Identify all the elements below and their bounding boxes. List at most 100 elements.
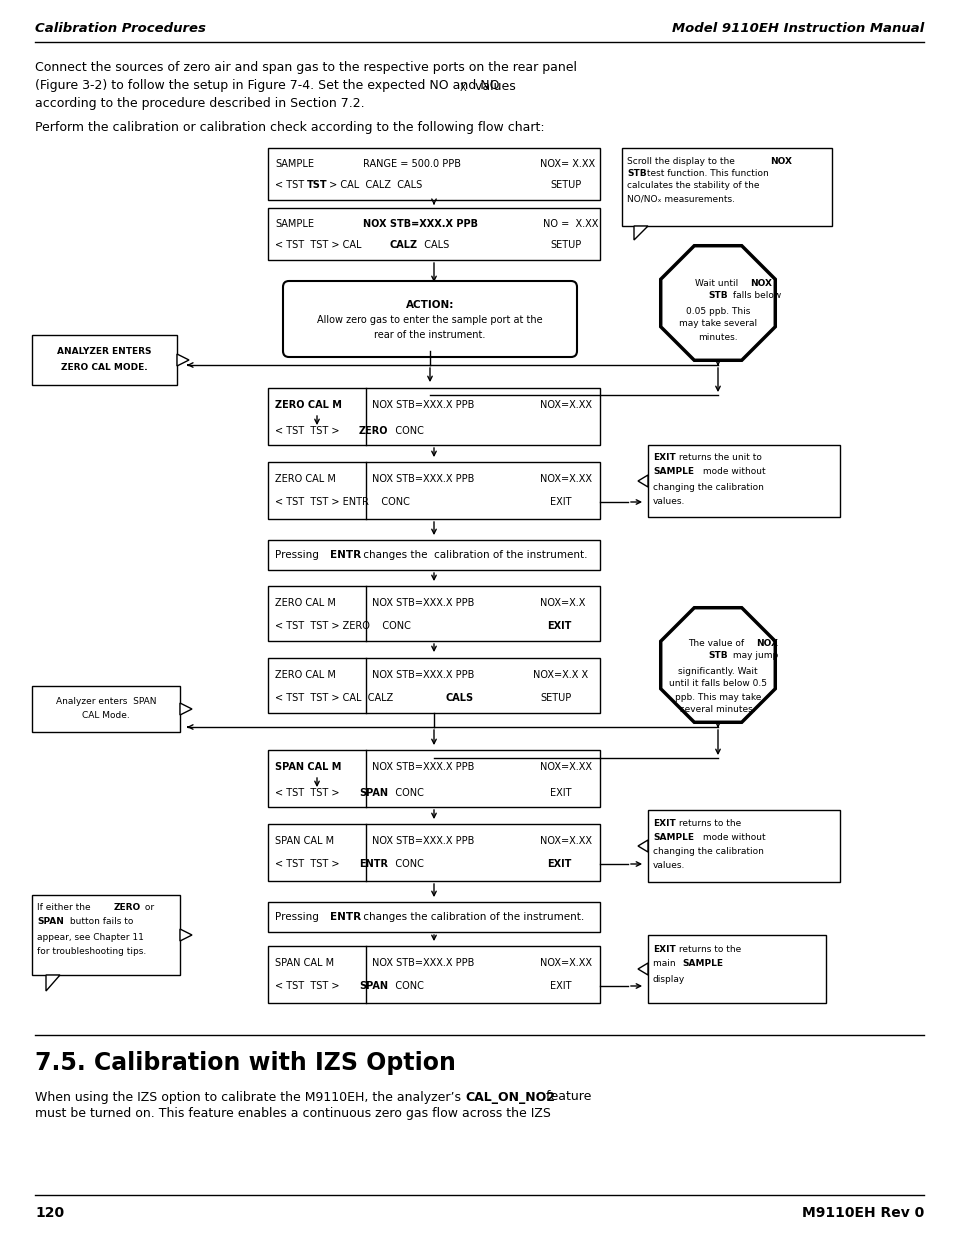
Text: NOX=X.X X: NOX=X.X X xyxy=(533,671,587,680)
Text: X: X xyxy=(459,83,466,93)
Polygon shape xyxy=(177,354,189,366)
Bar xyxy=(268,902,599,932)
Polygon shape xyxy=(180,703,192,715)
Bar xyxy=(268,658,599,713)
Text: SPAN: SPAN xyxy=(358,788,388,798)
Text: NO/NOₓ measurements.: NO/NOₓ measurements. xyxy=(626,194,734,204)
Text: must be turned on. This feature enables a continuous zero gas flow across the IZ: must be turned on. This feature enables … xyxy=(35,1108,550,1120)
Polygon shape xyxy=(46,974,60,990)
Text: If either the: If either the xyxy=(37,904,93,913)
Text: until it falls below 0.5: until it falls below 0.5 xyxy=(668,679,766,688)
Bar xyxy=(621,148,831,226)
Text: ACTION:: ACTION: xyxy=(405,300,454,310)
Text: SAMPLE: SAMPLE xyxy=(652,468,693,477)
Text: ppb. This may take: ppb. This may take xyxy=(674,693,760,701)
Text: minutes.: minutes. xyxy=(698,332,737,342)
Text: NOX= X.XX: NOX= X.XX xyxy=(539,159,595,169)
Bar xyxy=(268,462,599,519)
Text: RANGE = 500.0 PPB: RANGE = 500.0 PPB xyxy=(363,159,460,169)
Text: returns to the: returns to the xyxy=(676,945,740,953)
Text: NOX STB=XXX.X PPB: NOX STB=XXX.X PPB xyxy=(372,474,474,484)
Text: SAMPLE: SAMPLE xyxy=(274,219,314,228)
Text: appear, see Chapter 11: appear, see Chapter 11 xyxy=(37,932,144,941)
Text: several minutes.: several minutes. xyxy=(679,705,755,715)
Text: ENTR: ENTR xyxy=(330,911,361,923)
Text: main: main xyxy=(652,958,678,967)
Text: EXIT: EXIT xyxy=(652,453,675,462)
Text: Pressing: Pressing xyxy=(274,550,322,559)
Text: ZERO: ZERO xyxy=(358,426,388,436)
Text: Connect the sources of zero air and span gas to the respective ports on the rear: Connect the sources of zero air and span… xyxy=(35,62,577,74)
Text: CALS: CALS xyxy=(446,693,474,703)
Text: NOX STB=XXX.X PPB: NOX STB=XXX.X PPB xyxy=(372,400,474,410)
Text: < TST  TST >: < TST TST > xyxy=(274,426,342,436)
Text: CALZ: CALZ xyxy=(390,240,417,249)
Text: SPAN CAL M: SPAN CAL M xyxy=(274,958,334,968)
Text: ENTR: ENTR xyxy=(358,860,388,869)
Text: NOX: NOX xyxy=(769,157,791,165)
Text: 0.05 ppb. This: 0.05 ppb. This xyxy=(685,306,749,315)
Bar xyxy=(268,585,599,641)
Text: display: display xyxy=(652,974,684,983)
Text: Model 9110EH Instruction Manual: Model 9110EH Instruction Manual xyxy=(671,21,923,35)
Text: mode without: mode without xyxy=(700,832,765,841)
Text: < TST  TST > ENTR    CONC: < TST TST > ENTR CONC xyxy=(274,496,410,508)
Text: falls below: falls below xyxy=(729,291,781,300)
Text: STB: STB xyxy=(707,291,727,300)
Text: EXIT: EXIT xyxy=(550,981,571,990)
Bar xyxy=(268,824,599,881)
Text: < TST  TST >: < TST TST > xyxy=(274,860,342,869)
Text: M9110EH Rev 0: M9110EH Rev 0 xyxy=(801,1207,923,1220)
Text: NOX: NOX xyxy=(749,279,771,288)
Text: Wait until: Wait until xyxy=(694,279,740,288)
Text: CALS: CALS xyxy=(417,240,449,249)
Text: EXIT: EXIT xyxy=(652,819,675,827)
Text: changes the  calibration of the instrument.: changes the calibration of the instrumen… xyxy=(359,550,587,559)
Bar xyxy=(268,750,599,806)
Text: SPAN CAL M: SPAN CAL M xyxy=(274,836,334,846)
Text: or: or xyxy=(142,904,154,913)
Text: returns the unit to: returns the unit to xyxy=(676,453,761,462)
Text: The value of: The value of xyxy=(688,638,747,647)
Text: NOX STB=XXX.X PPB: NOX STB=XXX.X PPB xyxy=(372,598,474,608)
Text: ZERO CAL M: ZERO CAL M xyxy=(274,671,335,680)
Text: NOX STB=XXX.X PPB: NOX STB=XXX.X PPB xyxy=(372,836,474,846)
Text: NOX=X.XX: NOX=X.XX xyxy=(539,400,592,410)
Text: STB: STB xyxy=(626,168,646,178)
Text: SAMPLE: SAMPLE xyxy=(274,159,314,169)
Text: SPAN: SPAN xyxy=(358,981,388,990)
Text: values.: values. xyxy=(652,862,684,871)
Text: CONC: CONC xyxy=(386,860,423,869)
Text: NOX=X.XX: NOX=X.XX xyxy=(539,762,592,772)
Text: NO =  X.XX: NO = X.XX xyxy=(542,219,598,228)
Text: returns to the: returns to the xyxy=(676,819,740,827)
Bar xyxy=(647,935,825,1003)
Text: NOX STB=XXX.X PPB: NOX STB=XXX.X PPB xyxy=(372,958,474,968)
Text: CONC: CONC xyxy=(386,788,423,798)
Text: NOX STB=XXX.X PPB: NOX STB=XXX.X PPB xyxy=(372,671,474,680)
Text: EXIT: EXIT xyxy=(546,621,571,631)
Text: CONC: CONC xyxy=(386,426,423,436)
Text: may jump: may jump xyxy=(729,652,778,661)
Text: ANALYZER ENTERS: ANALYZER ENTERS xyxy=(56,347,152,357)
Text: ENTR: ENTR xyxy=(330,550,361,559)
Bar xyxy=(268,946,599,1003)
Text: Scroll the display to the: Scroll the display to the xyxy=(626,157,737,165)
Text: values.: values. xyxy=(652,496,684,505)
Text: changes the calibration of the instrument.: changes the calibration of the instrumen… xyxy=(359,911,583,923)
Text: test function. This function: test function. This function xyxy=(643,168,768,178)
Text: EXIT: EXIT xyxy=(550,496,571,508)
Text: NOX=X.XX: NOX=X.XX xyxy=(539,836,592,846)
Bar xyxy=(647,445,840,517)
Text: CAL Mode.: CAL Mode. xyxy=(82,711,130,720)
Text: significantly. Wait: significantly. Wait xyxy=(678,667,757,676)
Text: < TST  TST >: < TST TST > xyxy=(274,788,342,798)
Bar xyxy=(268,540,599,571)
Text: ZERO CAL M: ZERO CAL M xyxy=(274,400,341,410)
Text: ZERO CAL M: ZERO CAL M xyxy=(274,598,335,608)
Text: NOX=X.XX: NOX=X.XX xyxy=(539,474,592,484)
FancyBboxPatch shape xyxy=(283,282,577,357)
Text: SETUP: SETUP xyxy=(539,693,571,703)
Polygon shape xyxy=(660,608,775,722)
Text: EXIT: EXIT xyxy=(550,788,571,798)
